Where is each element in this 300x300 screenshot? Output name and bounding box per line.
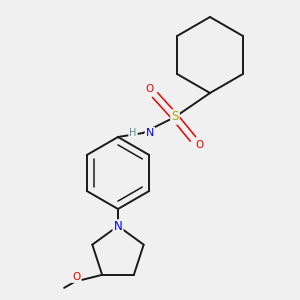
Text: O: O [195, 140, 203, 150]
Text: N: N [114, 220, 122, 233]
Text: H: H [129, 128, 137, 138]
Text: N: N [146, 128, 154, 138]
Text: O: O [145, 84, 153, 94]
Text: O: O [72, 272, 80, 282]
Text: S: S [171, 110, 179, 124]
